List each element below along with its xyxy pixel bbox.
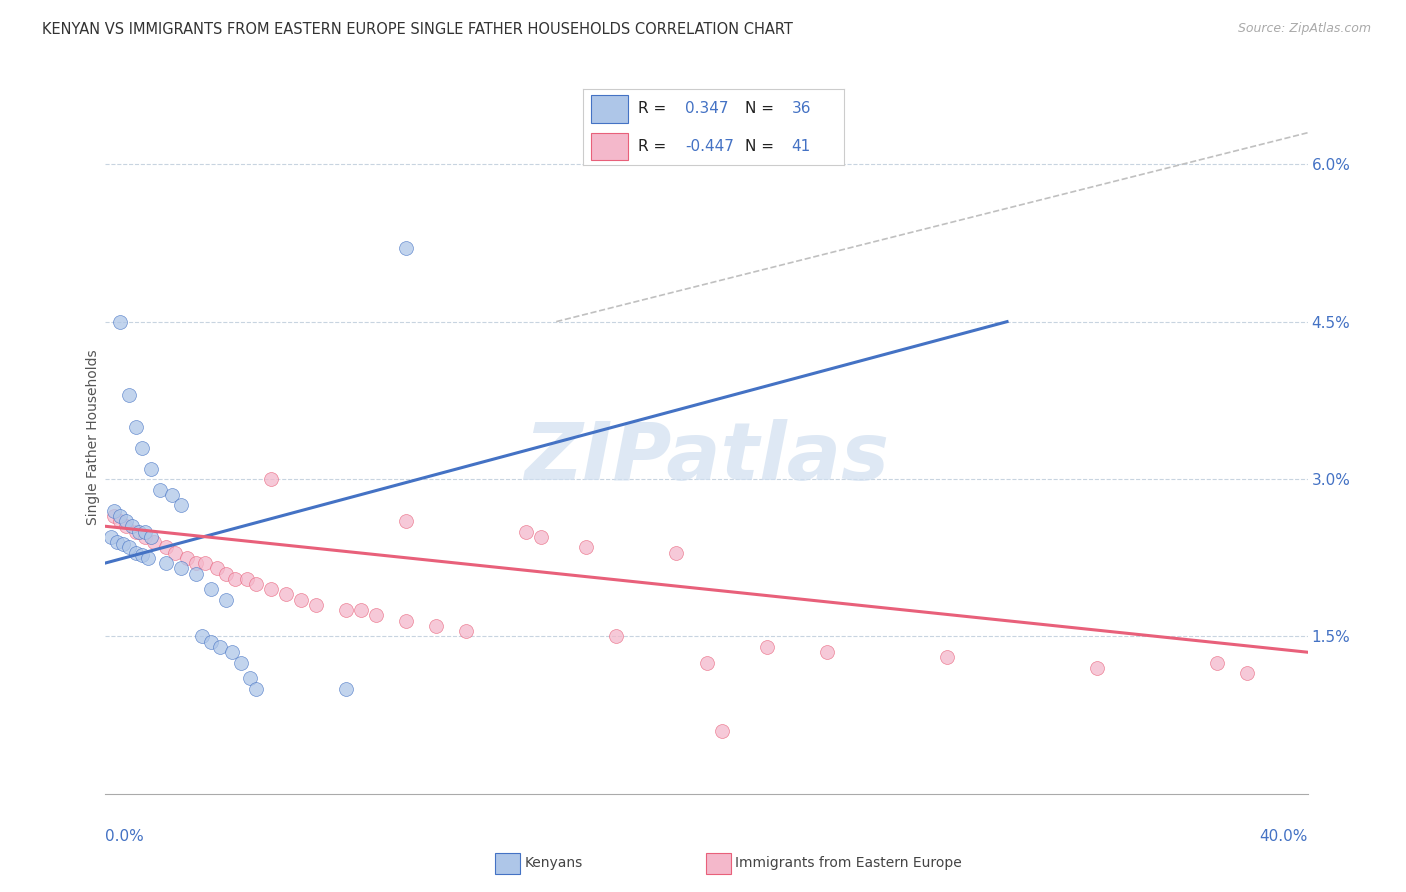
Text: 36: 36 <box>792 102 811 117</box>
Point <box>260 472 283 486</box>
Point <box>110 508 132 523</box>
Point <box>395 241 418 255</box>
Point <box>118 388 141 402</box>
Point <box>221 645 243 659</box>
Point <box>936 650 959 665</box>
Point <box>107 535 129 549</box>
Text: Source: ZipAtlas.com: Source: ZipAtlas.com <box>1237 22 1371 36</box>
Point <box>235 572 257 586</box>
Point <box>710 723 733 738</box>
Point <box>815 645 838 659</box>
Point <box>305 598 328 612</box>
Bar <box>592 95 627 122</box>
Point <box>139 461 162 475</box>
Point <box>214 592 236 607</box>
Point <box>160 488 183 502</box>
Point <box>290 592 312 607</box>
Point <box>155 556 177 570</box>
Point <box>335 681 357 696</box>
Point <box>103 503 125 517</box>
Point <box>112 537 135 551</box>
Point <box>103 508 125 523</box>
Point <box>110 514 132 528</box>
Point <box>115 514 138 528</box>
Point <box>205 561 228 575</box>
Text: ZIPatlas: ZIPatlas <box>524 419 889 498</box>
Point <box>575 541 598 555</box>
Point <box>425 619 447 633</box>
Point <box>124 545 146 559</box>
Point <box>665 545 688 559</box>
Point <box>214 566 236 581</box>
Point <box>224 572 246 586</box>
Point <box>696 656 718 670</box>
Point <box>124 524 146 539</box>
Point <box>260 582 283 597</box>
Text: 40.0%: 40.0% <box>1260 830 1308 844</box>
Point <box>605 630 627 644</box>
Point <box>139 530 162 544</box>
Point <box>169 561 191 575</box>
Point <box>169 498 191 512</box>
Point <box>245 577 267 591</box>
Point <box>134 530 156 544</box>
Point <box>184 566 207 581</box>
Point <box>136 550 159 565</box>
Text: N =: N = <box>745 139 779 154</box>
Text: 0.347: 0.347 <box>685 102 728 117</box>
Point <box>163 545 186 559</box>
Point <box>229 656 252 670</box>
Point <box>239 672 262 686</box>
Point <box>245 681 267 696</box>
Point <box>110 315 132 329</box>
Point <box>200 582 222 597</box>
Point <box>121 519 143 533</box>
Point <box>1206 656 1229 670</box>
Point <box>1085 661 1108 675</box>
Point <box>155 541 177 555</box>
Point <box>131 441 153 455</box>
Text: 0.0%: 0.0% <box>105 830 145 844</box>
Point <box>335 603 357 617</box>
Y-axis label: Single Father Households: Single Father Households <box>86 350 100 524</box>
Point <box>100 530 122 544</box>
Point <box>364 608 387 623</box>
Point <box>194 556 217 570</box>
Text: Kenyans: Kenyans <box>524 856 582 871</box>
Point <box>128 524 150 539</box>
Text: -0.447: -0.447 <box>685 139 734 154</box>
Text: 41: 41 <box>792 139 811 154</box>
Point <box>274 587 297 601</box>
Point <box>456 624 478 639</box>
Point <box>131 548 153 562</box>
Point <box>176 550 198 565</box>
Point <box>515 524 537 539</box>
Text: N =: N = <box>745 102 779 117</box>
Point <box>142 535 165 549</box>
Point <box>124 419 146 434</box>
Text: KENYAN VS IMMIGRANTS FROM EASTERN EUROPE SINGLE FATHER HOUSEHOLDS CORRELATION CH: KENYAN VS IMMIGRANTS FROM EASTERN EUROPE… <box>42 22 793 37</box>
Point <box>530 530 553 544</box>
Text: R =: R = <box>638 102 671 117</box>
Point <box>148 483 170 497</box>
Point <box>200 634 222 648</box>
Point <box>755 640 778 654</box>
Point <box>395 514 418 528</box>
Point <box>118 541 141 555</box>
Text: R =: R = <box>638 139 671 154</box>
Point <box>395 614 418 628</box>
Point <box>190 630 212 644</box>
Point <box>184 556 207 570</box>
Bar <box>592 133 627 161</box>
Point <box>115 519 138 533</box>
Point <box>350 603 373 617</box>
Point <box>134 524 156 539</box>
Point <box>1236 666 1258 681</box>
Text: Immigrants from Eastern Europe: Immigrants from Eastern Europe <box>735 856 962 871</box>
Point <box>208 640 231 654</box>
